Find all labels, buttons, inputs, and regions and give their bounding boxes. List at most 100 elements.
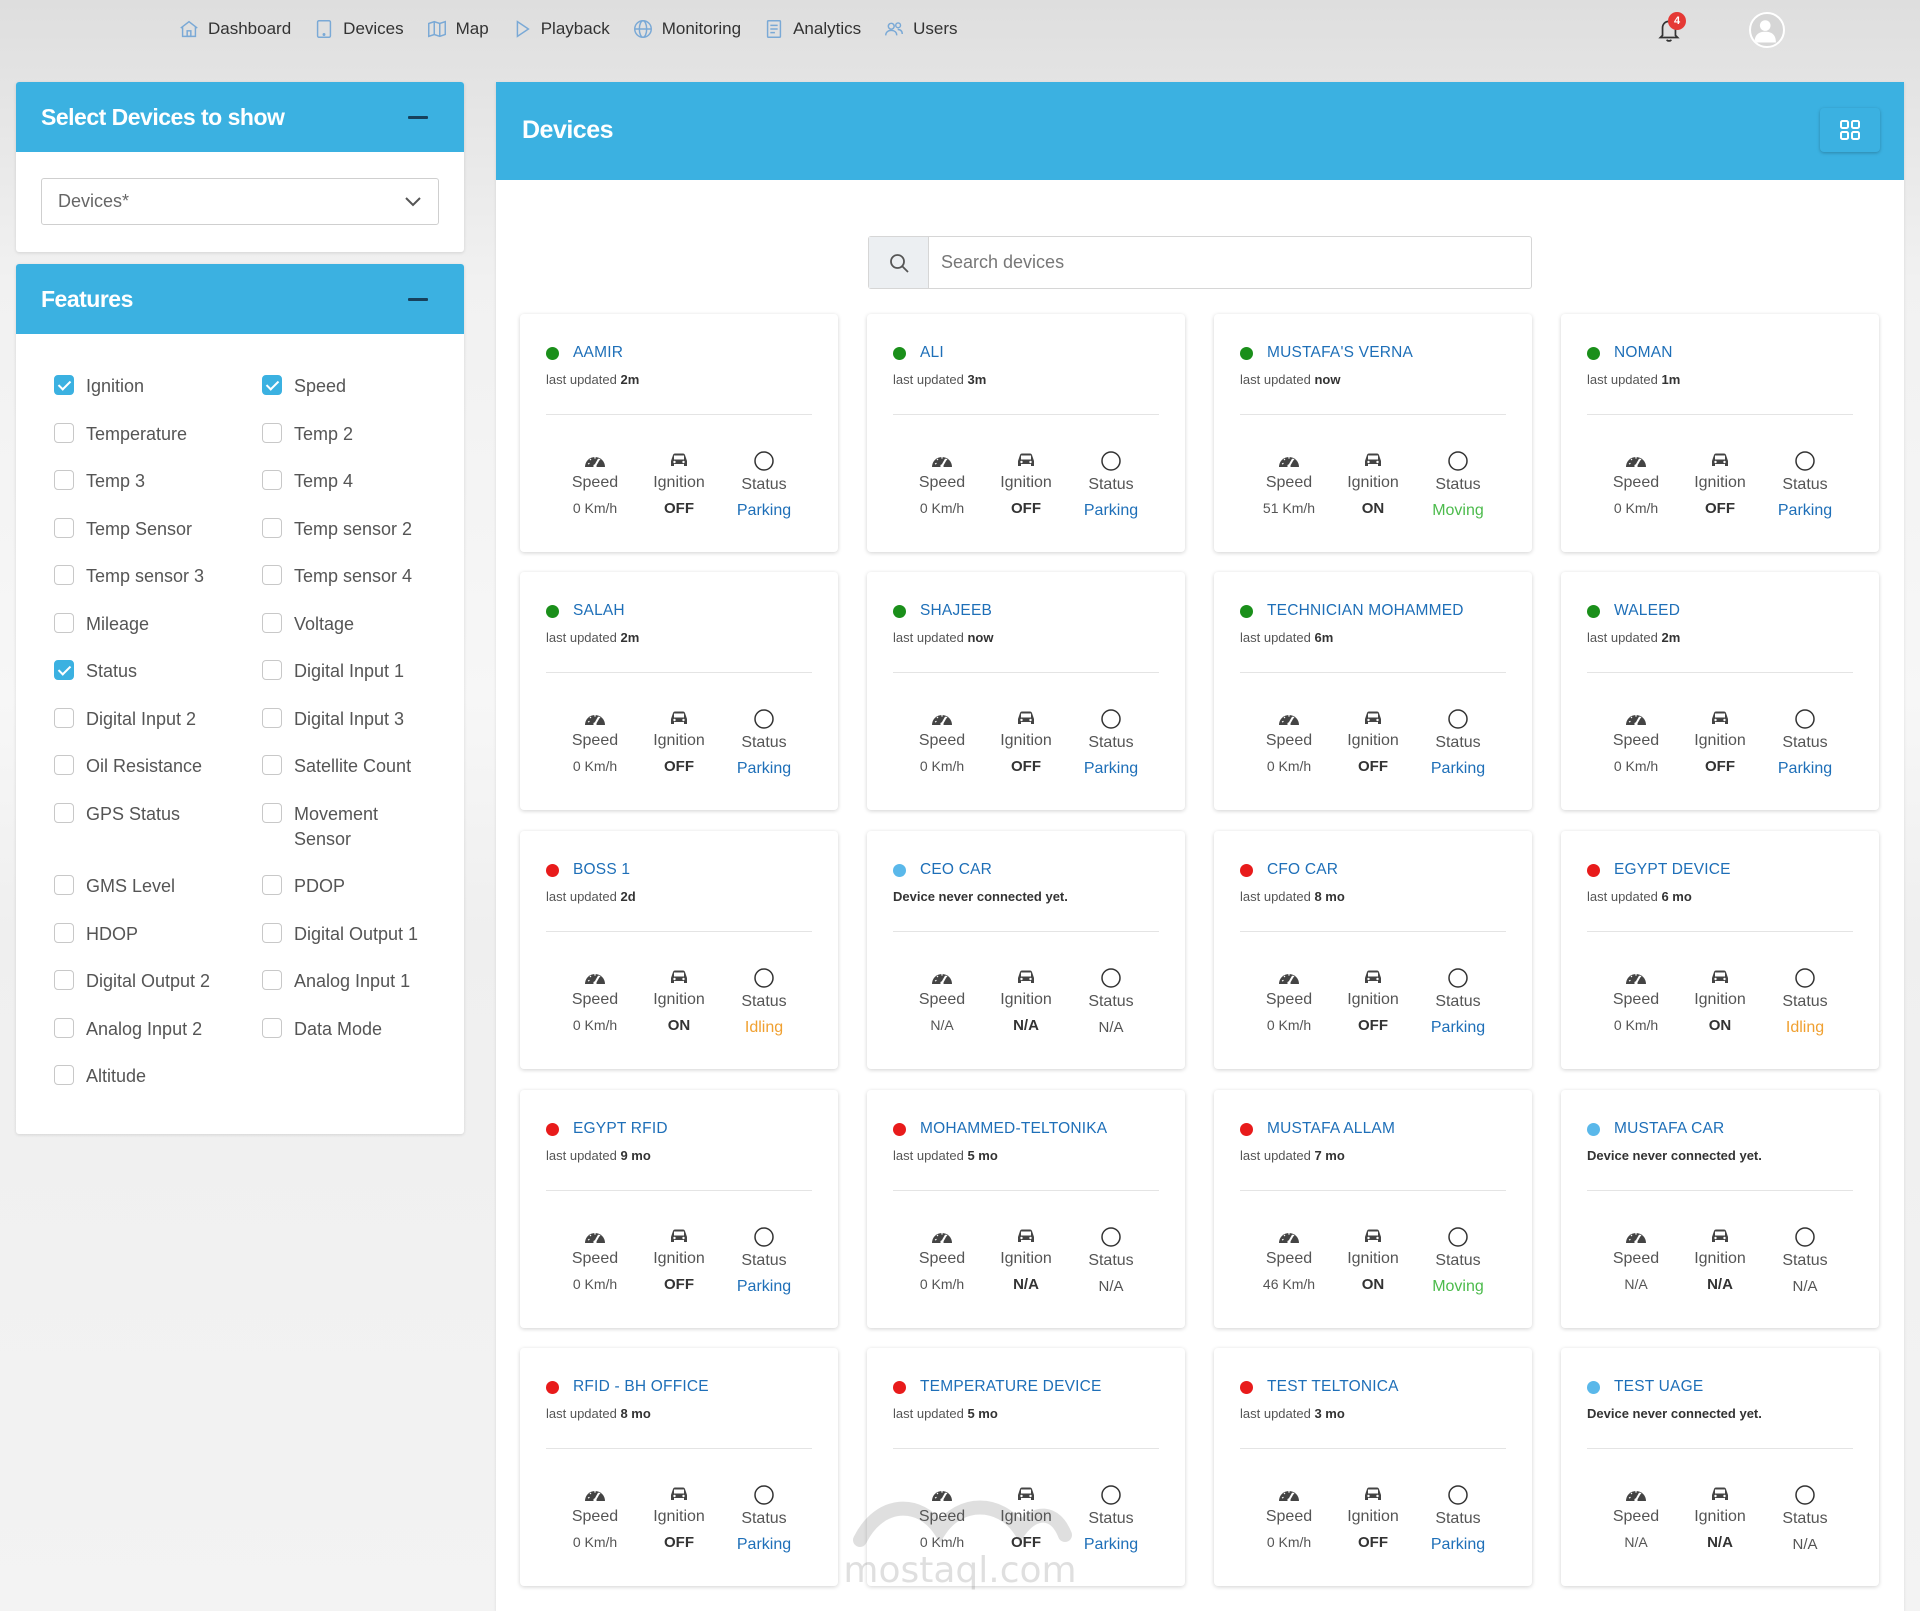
feature-digital-input-2[interactable]: Digital Input 2	[54, 707, 196, 732]
feature-status[interactable]: Status	[54, 659, 137, 684]
never-connected-text: Device never connected yet.	[1587, 1406, 1762, 1421]
feature-analog-input-1[interactable]: Analog Input 1	[262, 969, 410, 994]
user-avatar[interactable]	[1749, 12, 1785, 48]
checkbox[interactable]	[54, 565, 74, 585]
feature-hdop[interactable]: HDOP	[54, 922, 138, 947]
device-card[interactable]: BOSS 1 last updated 2d Speed 0 Km/h Ignition…	[520, 831, 838, 1069]
feature-digital-input-1[interactable]: Digital Input 1	[262, 659, 404, 684]
nav-map[interactable]: Map	[426, 18, 489, 40]
device-card[interactable]: MUSTAFA CAR Device never connected yet. Sp…	[1561, 1090, 1879, 1328]
device-card[interactable]: SHAJEEB last updated now Speed 0 Km/h Igniti…	[867, 572, 1185, 810]
checkbox[interactable]	[54, 375, 74, 395]
feature-temp-sensor-2[interactable]: Temp sensor 2	[262, 517, 412, 542]
checkbox[interactable]	[54, 755, 74, 775]
checkbox[interactable]	[54, 613, 74, 633]
speed-metric: Speed 0 Km/h	[897, 450, 987, 516]
checkbox[interactable]	[262, 970, 282, 990]
checkbox[interactable]	[54, 803, 74, 823]
feature-voltage[interactable]: Voltage	[262, 612, 354, 637]
feature-temp-4[interactable]: Temp 4	[262, 469, 353, 494]
speed-label: Speed	[918, 1250, 966, 1267]
device-card[interactable]: TEST TELTONICA last updated 3 mo Speed 0 Km…	[1214, 1348, 1532, 1586]
nav-users[interactable]: Users	[883, 18, 958, 40]
checkbox[interactable]	[262, 518, 282, 538]
checkbox[interactable]	[262, 565, 282, 585]
checkbox[interactable]	[54, 423, 74, 443]
feature-digital-output-1[interactable]: Digital Output 1	[262, 922, 418, 947]
device-card[interactable]: MUSTAFA'S VERNA last updated now Speed 51 K…	[1214, 314, 1532, 552]
feature-movement-sensor[interactable]: Movement Sensor	[262, 802, 422, 852]
status-metric: Status N/A	[1066, 967, 1156, 1036]
feature-digital-output-2[interactable]: Digital Output 2	[54, 969, 210, 994]
device-card[interactable]: AAMIR last updated 2m Speed 0 Km/h Ignition O…	[520, 314, 838, 552]
checkbox[interactable]	[262, 423, 282, 443]
feature-temp-sensor[interactable]: Temp Sensor	[54, 517, 192, 542]
feature-temp-sensor-3[interactable]: Temp sensor 3	[54, 564, 204, 589]
device-card[interactable]: WALEED last updated 2m Speed 0 Km/h Ignition…	[1561, 572, 1879, 810]
checkbox[interactable]	[54, 708, 74, 728]
device-card[interactable]: EGYPT RFID last updated 9 mo Speed 0 Km/h Ig…	[520, 1090, 838, 1328]
feature-temp-sensor-4[interactable]: Temp sensor 4	[262, 564, 412, 589]
nav-playback[interactable]: Playback	[511, 18, 610, 40]
search-button[interactable]	[869, 237, 929, 288]
grid-view-button[interactable]	[1820, 108, 1880, 152]
collapse-select-devices-button[interactable]	[408, 115, 428, 119]
checkbox[interactable]	[262, 708, 282, 728]
last-updated-label: last updated	[893, 1406, 964, 1421]
device-card[interactable]: MOHAMMED-TELTONIKA last updated 5 mo Speed…	[867, 1090, 1185, 1328]
feature-ignition[interactable]: Ignition	[54, 374, 144, 399]
checkbox[interactable]	[262, 803, 282, 823]
device-card[interactable]: TEST UAGE Device never connected yet. Spee…	[1561, 1348, 1879, 1586]
device-card[interactable]: MUSTAFA ALLAM last updated 7 mo Speed 46 Km…	[1214, 1090, 1532, 1328]
checkbox[interactable]	[262, 470, 282, 490]
collapse-features-button[interactable]	[408, 297, 428, 301]
checkbox[interactable]	[262, 375, 282, 395]
device-card[interactable]: TEMPERATURE DEVICE last updated 5 mo Speed…	[867, 1348, 1185, 1586]
device-card[interactable]: NOMAN last updated 1m Speed 0 Km/h Ignition O…	[1561, 314, 1879, 552]
feature-temp-2[interactable]: Temp 2	[262, 422, 353, 447]
device-card[interactable]: EGYPT DEVICE last updated 6 mo Speed 0 Km/h…	[1561, 831, 1879, 1069]
nav-monitoring[interactable]: Monitoring	[632, 18, 741, 40]
checkbox[interactable]	[54, 660, 74, 680]
checkbox[interactable]	[54, 470, 74, 490]
checkbox[interactable]	[54, 923, 74, 943]
checkbox[interactable]	[262, 1018, 282, 1038]
feature-analog-input-2[interactable]: Analog Input 2	[54, 1017, 202, 1042]
feature-mileage[interactable]: Mileage	[54, 612, 149, 637]
checkbox[interactable]	[54, 970, 74, 990]
feature-temperature[interactable]: Temperature	[54, 422, 187, 447]
checkbox[interactable]	[262, 613, 282, 633]
feature-digital-input-3[interactable]: Digital Input 3	[262, 707, 404, 732]
speed-label: Speed	[1265, 1508, 1313, 1525]
feature-altitude[interactable]: Altitude	[54, 1064, 146, 1089]
device-card[interactable]: CEO CAR Device never connected yet. Speed N…	[867, 831, 1185, 1069]
device-card[interactable]: RFID - BH OFFICE last updated 8 mo Speed 0 …	[520, 1348, 838, 1586]
nav-analytics[interactable]: Analytics	[763, 18, 861, 40]
checkbox[interactable]	[262, 755, 282, 775]
checkbox[interactable]	[54, 518, 74, 538]
feature-speed[interactable]: Speed	[262, 374, 346, 399]
checkbox[interactable]	[54, 875, 74, 895]
ignition-metric: Ignition ON	[634, 967, 724, 1034]
feature-data-mode[interactable]: Data Mode	[262, 1017, 382, 1042]
feature-temp-3[interactable]: Temp 3	[54, 469, 145, 494]
feature-oil-resistance[interactable]: Oil Resistance	[54, 754, 202, 779]
feature-gps-status[interactable]: GPS Status	[54, 802, 180, 827]
device-card[interactable]: ALI last updated 3m Speed 0 Km/h Ignition OFF…	[867, 314, 1185, 552]
checkbox[interactable]	[262, 923, 282, 943]
checkbox[interactable]	[262, 660, 282, 680]
device-card[interactable]: SALAH last updated 2m Speed 0 Km/h Ignition O…	[520, 572, 838, 810]
checkbox[interactable]	[262, 875, 282, 895]
feature-gms-level[interactable]: GMS Level	[54, 874, 175, 899]
search-input[interactable]	[929, 237, 1531, 288]
device-card[interactable]: CFO CAR last updated 8 mo Speed 0 Km/h Ignit…	[1214, 831, 1532, 1069]
checkbox[interactable]	[54, 1018, 74, 1038]
checkbox[interactable]	[54, 1065, 74, 1085]
nav-devices[interactable]: Devices	[313, 18, 404, 40]
feature-pdop[interactable]: PDOP	[262, 874, 345, 899]
device-card[interactable]: TECHNICIAN MOHAMMED last updated 6m Speed 0…	[1214, 572, 1532, 810]
feature-satellite-count[interactable]: Satellite Count	[262, 754, 411, 779]
devices-dropdown[interactable]: Devices*	[41, 178, 439, 225]
nav-dashboard[interactable]: Dashboard	[178, 18, 291, 40]
status-metric: Status Moving	[1413, 1226, 1503, 1296]
